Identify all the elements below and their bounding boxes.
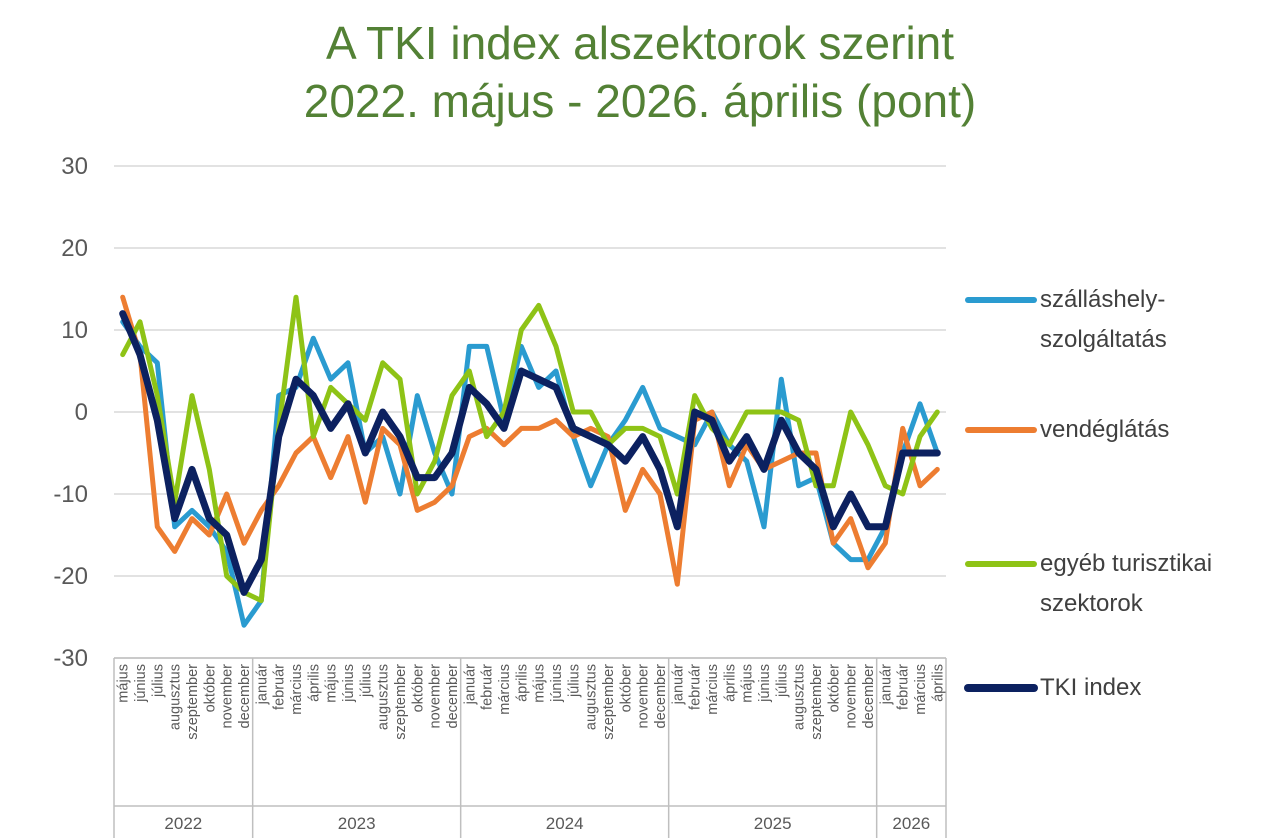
x-tick-label: december bbox=[861, 664, 877, 729]
x-tick-label: szeptember bbox=[809, 664, 825, 740]
y-tick-label: 20 bbox=[61, 235, 88, 262]
x-tick-label: január bbox=[878, 664, 894, 705]
x-tick-label: január bbox=[462, 664, 478, 705]
x-tick-label: július bbox=[150, 664, 166, 698]
x-tick-label: február bbox=[272, 664, 288, 710]
x-tick-label: április bbox=[722, 664, 738, 702]
x-tick-label: december bbox=[237, 664, 253, 729]
y-tick-label: 10 bbox=[61, 317, 88, 344]
year-label: 2025 bbox=[754, 814, 792, 833]
series-line-3 bbox=[120, 294, 940, 604]
year-label: 2023 bbox=[338, 814, 376, 833]
legend-item: vendéglátás bbox=[1040, 410, 1169, 450]
legend-item: TKI index bbox=[1040, 668, 1141, 708]
x-tick-label: február bbox=[480, 664, 496, 710]
x-tick-label: december bbox=[445, 664, 461, 729]
y-tick-label: 0 bbox=[75, 399, 88, 426]
x-tick-label: május bbox=[740, 664, 756, 703]
legend-label: vendéglátás bbox=[1040, 416, 1170, 443]
x-tick-label: március bbox=[289, 664, 305, 715]
x-tick-label: május bbox=[532, 664, 548, 703]
legend-label: egyéb turisztikai bbox=[1040, 550, 1213, 577]
x-tick-label: november bbox=[428, 664, 444, 729]
x-tick-label: január bbox=[254, 664, 270, 705]
x-tick-label: április bbox=[930, 664, 946, 702]
chart-title: A TKI index alszektorok szerint bbox=[325, 17, 955, 69]
x-tick-label: szeptember bbox=[601, 664, 617, 740]
x-tick-label: június bbox=[133, 664, 149, 703]
legend-item: egyéb turisztikai szektorok bbox=[1040, 544, 1212, 624]
x-tick-label: október bbox=[618, 664, 634, 713]
x-tick-label: november bbox=[636, 664, 652, 729]
x-tick-label: április bbox=[306, 664, 322, 702]
x-tick-label: augusztus bbox=[584, 664, 600, 730]
legend-item: szálláshely-szolgáltatás bbox=[1040, 280, 1167, 360]
x-tick-label: október bbox=[202, 664, 218, 713]
legend-label: szolgáltatás bbox=[1040, 326, 1167, 353]
x-tick-label: december bbox=[653, 664, 669, 729]
x-tick-label: október bbox=[826, 664, 842, 713]
year-label: 2026 bbox=[892, 814, 930, 833]
x-tick-label: január bbox=[670, 664, 686, 705]
chart-title-block: A TKI index alszektorok szerint 2022. má… bbox=[0, 14, 1270, 130]
x-tick-label: július bbox=[774, 664, 790, 698]
y-tick-label: -30 bbox=[53, 645, 88, 672]
x-tick-label: július bbox=[358, 664, 374, 698]
series-line-1 bbox=[120, 319, 940, 628]
x-tick-label: március bbox=[913, 664, 929, 715]
legend-label: szálláshely- bbox=[1040, 286, 1166, 313]
series-line-2 bbox=[120, 294, 940, 587]
legend-label: TKI index bbox=[1040, 674, 1142, 701]
x-tick-label: október bbox=[410, 664, 426, 713]
series-line-4 bbox=[119, 310, 941, 596]
x-tick-label: március bbox=[497, 664, 513, 715]
chart-subtitle: 2022. május - 2026. április (pont) bbox=[303, 75, 977, 127]
y-tick-label: 30 bbox=[61, 153, 88, 180]
x-tick-label: június bbox=[549, 664, 565, 703]
x-tick-label: május bbox=[116, 664, 132, 703]
year-label: 2022 bbox=[164, 814, 202, 833]
legend-label: szektorok bbox=[1040, 590, 1143, 617]
x-tick-label: február bbox=[896, 664, 912, 710]
x-tick-label: július bbox=[566, 664, 582, 698]
x-tick-label: szeptember bbox=[393, 664, 409, 740]
x-tick-label: november bbox=[220, 664, 236, 729]
x-tick-label: augusztus bbox=[792, 664, 808, 730]
x-tick-label: augusztus bbox=[376, 664, 392, 730]
x-tick-label: április bbox=[514, 664, 530, 702]
x-tick-label: június bbox=[757, 664, 773, 703]
y-tick-label: -20 bbox=[53, 563, 88, 590]
x-tick-label: június bbox=[341, 664, 357, 703]
year-label: 2024 bbox=[546, 814, 584, 833]
x-tick-label: november bbox=[844, 664, 860, 729]
x-tick-label: február bbox=[688, 664, 704, 710]
x-tick-label: szeptember bbox=[185, 664, 201, 740]
x-tick-label: május bbox=[324, 664, 340, 703]
x-tick-label: március bbox=[705, 664, 721, 715]
x-tick-label: augusztus bbox=[168, 664, 184, 730]
y-tick-label: -10 bbox=[53, 481, 88, 508]
